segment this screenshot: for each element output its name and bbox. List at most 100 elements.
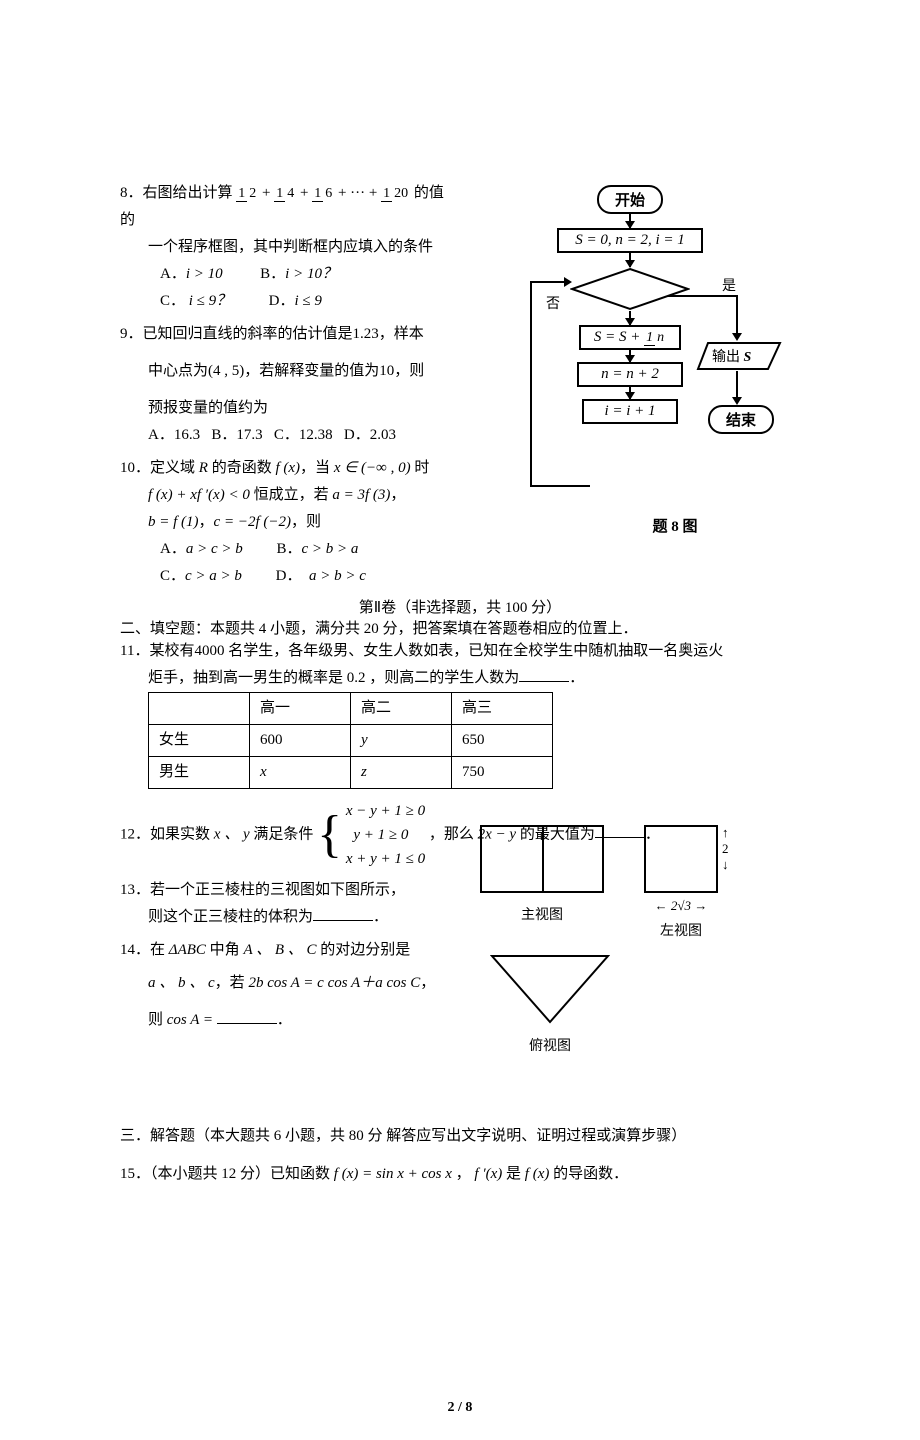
blank-input[interactable]	[313, 905, 373, 921]
opt-A: 16.3	[174, 427, 200, 443]
q10-options-row2: C．c > a > b D． a > b > c	[120, 563, 450, 590]
opt-D-label: D．	[276, 568, 302, 584]
table-cell: 高二	[351, 693, 452, 725]
q15-end: 的导函数．	[549, 1166, 628, 1182]
opt-B: i > 10？	[285, 266, 337, 282]
side-view-label: 左视图	[644, 920, 718, 940]
part2-title: 第Ⅱ卷（非选择题，共 100 分）	[120, 596, 800, 617]
left-brace-icon: {	[317, 809, 342, 861]
fraction-1-20: 120	[381, 181, 410, 206]
q10-line2: f (x) + xf ′(x) < 0 恒成立，若 a = 3f (3)，	[120, 482, 450, 509]
opt-C: c > a > b	[185, 568, 242, 584]
blank-input[interactable]	[519, 666, 569, 682]
flow-step1: S = S + 1n	[579, 325, 681, 350]
table-cell: z	[351, 757, 452, 789]
q14-l3c: ．	[277, 1012, 292, 1028]
question-15: 15．（本小题共 12 分）已知函数 f (x) = sin x + cos x…	[120, 1161, 800, 1188]
q14-l2c: 2b cos A = c cos A＋a cos C	[248, 975, 420, 991]
q13-l1: 若一个正三棱柱的三视图如下图所示，	[150, 882, 405, 898]
q8-options-row2: C． i ≤ 9？ D．i ≤ 9	[120, 288, 450, 315]
q15-fp: f ′(x)	[474, 1166, 502, 1182]
fraction-1-4: 14	[274, 181, 296, 206]
q10-l2b: 恒成立，若	[250, 487, 333, 503]
q10-l1d: 时	[411, 460, 430, 476]
step1-pre: S = S +	[594, 329, 644, 345]
q12-post-a: ，那么	[429, 826, 478, 842]
q12-mid: 满足条件	[250, 826, 314, 842]
q10-l2a: f (x) + xf ′(x) < 0	[148, 487, 250, 503]
opt-C-label: C．	[160, 568, 185, 584]
arrow-icon	[629, 311, 631, 325]
q10-l3b: ，	[199, 514, 214, 530]
arrow-icon	[629, 253, 631, 267]
flow-start: 开始	[597, 185, 663, 214]
flow-yes-label: 是	[722, 275, 736, 295]
q10-line3: b = f (1)，c = −2f (−2)，则	[120, 509, 450, 536]
q15-fx: f (x)	[525, 1166, 550, 1182]
flowchart-caption: 题 8 图	[530, 515, 820, 536]
section-3-header: 三．解答题（本大题共 6 小题，共 80 分 解答应写出文字说明、证明过程或演算…	[120, 1124, 800, 1145]
opt-A: a > c > b	[186, 541, 243, 557]
side-view-box	[644, 825, 718, 893]
q11-l2b: ．	[569, 670, 584, 686]
flow-no-label: 否	[546, 293, 560, 313]
opt-D-label: D．	[269, 293, 295, 309]
arrow-icon	[629, 387, 631, 399]
q10-l1c: ，当	[300, 460, 334, 476]
q8-number: 8．	[120, 185, 143, 201]
fraction-1-6: 16	[312, 181, 334, 206]
left-column: 8．右图给出计算 12 + 14 + 16 + ··· + 120 的值的 一个…	[120, 180, 450, 590]
q10-R: R	[199, 460, 208, 476]
sys-row: y + 1 ≥ 0	[346, 827, 409, 843]
line-icon	[530, 281, 566, 283]
q14-l1c: 的对边分别是	[317, 942, 411, 958]
q14-l3b: cos A =	[167, 1012, 213, 1028]
front-view-box	[480, 825, 604, 893]
q13-number: 13．	[120, 882, 150, 898]
divider-line	[542, 827, 544, 891]
arrow-icon	[629, 214, 631, 228]
q13-l2a: 则这个正三棱柱的体积为	[148, 909, 313, 925]
q12-pre: 如果实数	[150, 826, 214, 842]
q11-table: 高一 高二 高三 女生 600 y 650 男生 x z 750	[148, 692, 553, 789]
line-icon	[736, 295, 738, 335]
table-row: 高一 高二 高三	[149, 693, 553, 725]
q10-l3c: c = −2f (−2)	[214, 514, 291, 530]
flow-output: 输出 S	[696, 341, 782, 376]
flow-end: 结束	[708, 405, 774, 434]
table-row: 女生 600 y 650	[149, 725, 553, 757]
question-13: 13．若一个正三棱柱的三视图如下图所示， 则这个正三棱柱的体积为．	[120, 877, 460, 931]
q15-mid: ，	[452, 1166, 475, 1182]
system-brace: { x − y + 1 ≥ 0 y + 1 ≥ 0 x + y + 1 ≤ 0	[317, 799, 425, 871]
q9-l1: 已知回归直线的斜率的估计值是1.23，样本	[143, 326, 424, 342]
q14-l2d: ，	[420, 975, 435, 991]
q10-xin: x ∈ (−∞ , 0)	[334, 460, 411, 476]
opt-B: c > b > a	[302, 541, 359, 557]
q10-l3d: ，则	[291, 514, 321, 530]
opt-C-label: C．	[274, 427, 299, 443]
page-footer: 2 / 8	[0, 1400, 920, 1416]
opt-C-label: C．	[160, 293, 185, 309]
table-row: 男生 x z 750	[149, 757, 553, 789]
q12-number: 12．	[120, 826, 150, 842]
arrowhead-icon	[732, 333, 742, 341]
q10-l2c: a = 3f (3)	[332, 487, 390, 503]
sys-row: x + y + 1 ≤ 0	[346, 851, 425, 867]
question-10: 10．定义域 R 的奇函数 f (x)，当 x ∈ (−∞ , 0) 时 f (…	[120, 455, 450, 590]
front-view-group: 主视图	[480, 825, 604, 924]
q10-l1b: 的奇函数	[208, 460, 276, 476]
q14-line3: 则 cos A = ．	[120, 1007, 480, 1034]
q10-l1a: 定义域	[150, 460, 199, 476]
sys-row: x − y + 1 ≥ 0	[346, 803, 425, 819]
q12-xy: x 、 y	[214, 826, 250, 842]
line-icon	[530, 283, 532, 487]
blank-input[interactable]	[217, 1008, 277, 1024]
q11-l2a: 炬手，抽到高一男生的概率是 0.2 ，则高二的学生人数为	[148, 670, 519, 686]
q15-is: 是	[502, 1166, 525, 1182]
q14-number: 14．	[120, 942, 150, 958]
q8-options-row1: A．i > 10 B．i > 10？	[120, 261, 450, 288]
flow-init: S = 0, n = 2, i = 1	[557, 228, 703, 253]
q8-line2: 一个程序框图，其中判断框内应填入的条件	[120, 234, 450, 261]
page: 8．右图给出计算 12 + 14 + 16 + ··· + 120 的值的 一个…	[0, 0, 920, 1440]
opt-B-label: B．	[211, 427, 236, 443]
